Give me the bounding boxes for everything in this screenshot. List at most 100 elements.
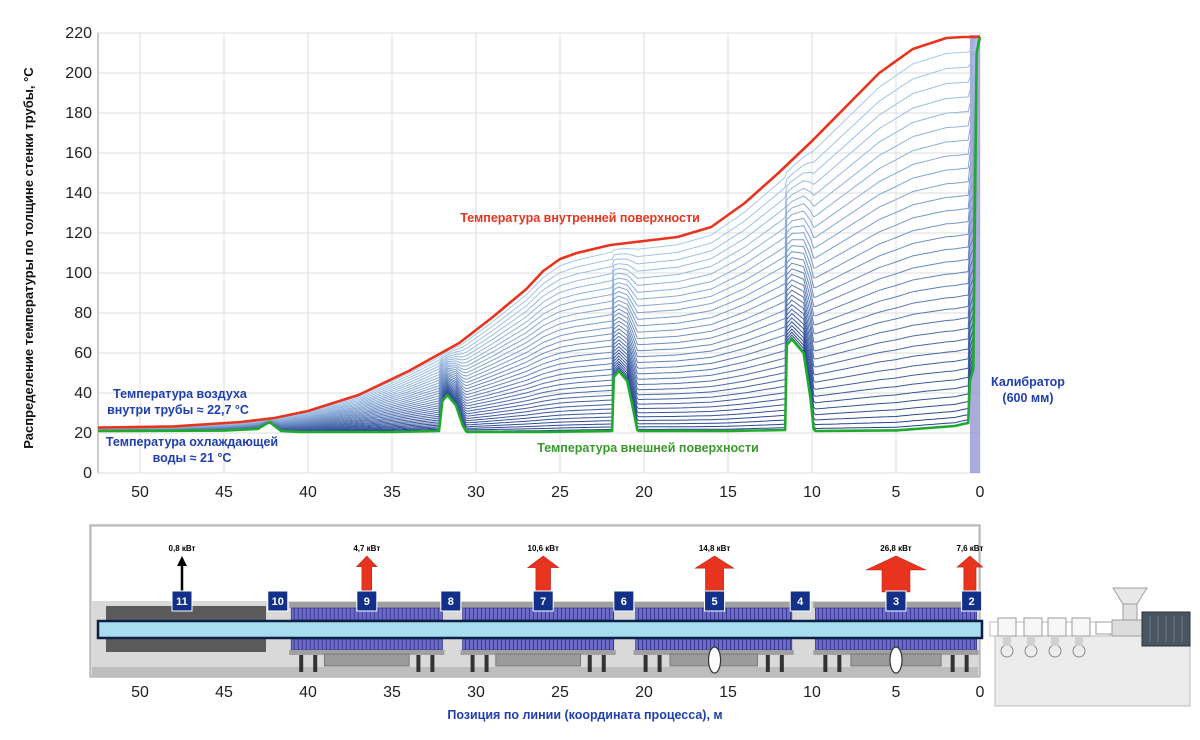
y-tick-label: 60 [74,345,92,362]
bath-leg [964,655,969,672]
zone-number: 8 [448,596,454,608]
heat-arrow [865,555,927,593]
zone-number: 11 [176,596,188,608]
annotation-outer-surface: Температура внешней поверхности [537,441,759,455]
annotation-air-temp-line1: Температура воздуха [113,387,248,401]
bath-leg [484,655,489,672]
y-tick-label: 160 [65,145,92,162]
zone-marker [267,590,289,612]
bath-leg [299,655,304,672]
zone-number: 2 [969,596,975,608]
y-tick-label: 80 [74,305,92,322]
zone-number: 7 [540,596,546,608]
bath-bottom-rail [289,650,445,655]
zone-marker [961,590,983,612]
bottom-x-tick-label: 5 [892,684,901,701]
bath-leg [950,655,955,672]
heat-flow-arrows: 0,8 кВт 4,7 кВт 10,6 кВт 14,8 кВт 26,8 кВт 7,… [169,544,984,593]
bottom-x-tick-label: 15 [719,684,737,701]
annotation-water-temp-line2: воды ≈ 21 °C [153,451,232,465]
x-tick-label: 30 [467,484,485,501]
heat-flow-label: 14,8 кВт [699,544,730,553]
bath-leg [823,655,828,672]
y-tick-label: 140 [65,185,92,202]
zone-number: 4 [797,596,804,608]
heat-flow-label: 4,7 кВт [353,544,380,553]
x-tick-label: 0 [976,484,985,501]
bottom-x-tick-label: 10 [803,684,821,701]
zone-number: 5 [711,596,717,608]
annotation-calibrator-line2: (600 мм) [1002,391,1053,405]
bottom-x-tick-label: 45 [215,684,233,701]
y-tick-label: 200 [65,65,92,82]
bath-leg [765,655,770,672]
heat-arrow [694,555,735,593]
zone-number: 10 [272,596,284,608]
y-tick-label: 20 [74,425,92,442]
bath-tank [323,653,410,667]
bath-leg [657,655,662,672]
outer-surface-line [97,36,982,434]
pipe-coupling [707,646,722,674]
annotation-calibrator-line1: Калибратор [991,375,1065,389]
x-tick-label: 35 [383,484,401,501]
y-tick-label: 220 [65,25,92,42]
diagram-base-rail [92,667,978,676]
x-tick-label: 15 [719,484,737,501]
x-axis-ticks: 50 45 40 35 30 25 20 15 10 5 0 [131,484,984,501]
zone-marker [613,590,635,612]
heat-flow-label: 10,6 кВт [528,544,559,553]
cooling-baths [289,602,979,674]
bath-tank [495,653,581,667]
heat-arrow-head [177,556,187,566]
plot-grid [98,32,981,474]
bottom-x-tick-label: 30 [467,684,485,701]
y-axis-label: Распределение температуры по толщине сте… [21,67,36,449]
bottom-x-tick-label: 20 [635,684,653,701]
x-tick-label: 20 [635,484,653,501]
bottom-x-axis-ticks: 50 45 40 35 30 25 20 15 10 5 0 [131,684,984,701]
x-axis-label: Позиция по линии (координата процесса), … [447,708,722,722]
heat-arrow [355,555,378,593]
bottom-x-tick-label: 0 [976,684,985,701]
annotation-water-temp-line1: Температура охлаждающей [106,435,278,449]
heat-flow-label: 0,8 кВт [169,544,196,553]
inner-surface-line [97,35,980,429]
heat-flow-label: 26,8 кВт [880,544,911,553]
x-tick-label: 25 [551,484,569,501]
zone-marker [789,590,811,612]
zone-number: 9 [364,596,370,608]
zone-number: 6 [621,596,627,608]
y-tick-label: 40 [74,385,92,402]
heat-flow-label: 7,6 кВт [956,544,983,553]
x-tick-label: 50 [131,484,149,501]
x-tick-label: 40 [299,484,317,501]
zone-marker [440,590,462,612]
extruder-illustration [989,587,1191,707]
zone-marker [171,590,193,612]
pipe [96,619,984,640]
bath-leg [470,655,475,672]
zone-marker [356,590,378,612]
y-axis-ticks: 0 20 40 60 80 100 120 140 160 180 200 220 [65,25,92,482]
x-tick-label: 5 [892,484,901,501]
bath-leg [313,655,318,672]
bath-leg [837,655,842,672]
x-tick-label: 10 [803,484,821,501]
bath-leg [779,655,784,672]
zone-marker [532,590,554,612]
annotation-inner-surface: Температура внутренней поверхности [460,211,700,225]
plot-area [97,32,981,474]
y-tick-label: 120 [65,225,92,242]
bath-bottom-rail [460,650,616,655]
process-line-diagram: 0,8 кВт 4,7 кВт 10,6 кВт 14,8 кВт 26,8 кВт 7,… [89,524,1191,722]
surface-series [97,35,982,434]
zone-markers: 11 10 9 8 7 6 5 4 3 2 [171,590,983,612]
heat-arrow [956,555,984,593]
y-tick-label: 0 [83,465,92,482]
bottom-x-tick-label: 25 [551,684,569,701]
heat-arrow [526,555,560,593]
bottom-x-tick-label: 35 [383,684,401,701]
y-tick-label: 100 [65,265,92,282]
